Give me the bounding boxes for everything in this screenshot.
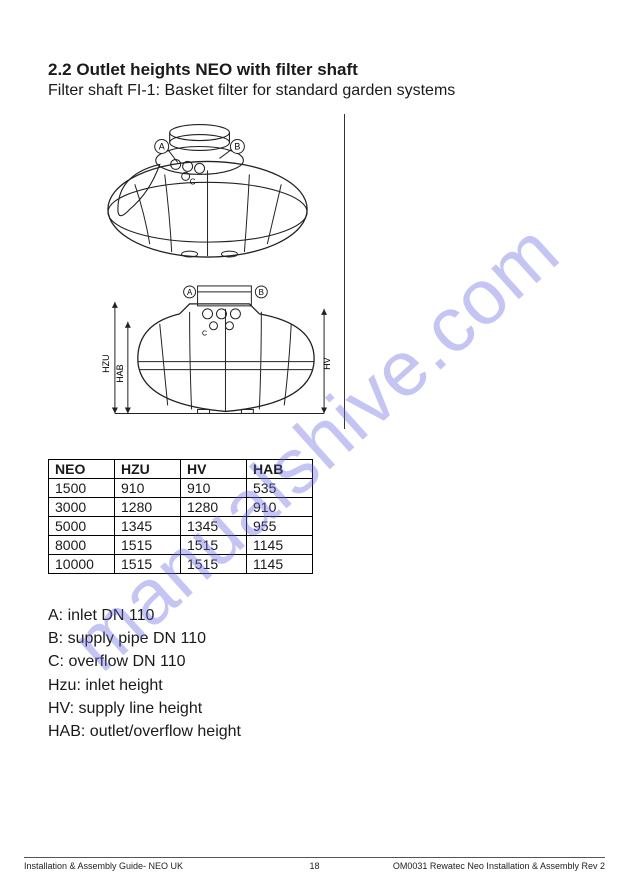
table-cell: 1515 — [181, 555, 247, 574]
table-cell: 955 — [247, 517, 313, 536]
callout-a-side: A — [187, 288, 193, 297]
table-row: 300012801280910 — [49, 498, 313, 517]
callout-b-top: B — [234, 141, 240, 151]
table-header: HV — [181, 460, 247, 479]
section-heading: 2.2 Outlet heights NEO with filter shaft — [48, 60, 581, 80]
legend-list: A: inlet DN 110B: supply pipe DN 110C: o… — [48, 604, 581, 743]
table-cell: 10000 — [49, 555, 115, 574]
table-cell: 910 — [181, 479, 247, 498]
footer-right: OM0031 Rewatec Neo Installation & Assemb… — [393, 861, 605, 871]
callout-c-top: C — [190, 177, 196, 186]
legend-line: B: supply pipe DN 110 — [48, 627, 581, 650]
table-cell: 1515 — [115, 555, 181, 574]
legend-line: Hzu: inlet height — [48, 674, 581, 697]
dim-hv: HV — [322, 357, 332, 369]
callout-a-top: A — [159, 141, 165, 151]
table-row: 500013451345955 — [49, 517, 313, 536]
table-cell: 3000 — [49, 498, 115, 517]
table-cell: 1345 — [181, 517, 247, 536]
table-cell: 535 — [247, 479, 313, 498]
table-cell: 1345 — [115, 517, 181, 536]
table-cell: 1145 — [247, 536, 313, 555]
table-cell: 1145 — [247, 555, 313, 574]
dim-hzu: HZU — [101, 354, 111, 372]
table-header: NEO — [49, 460, 115, 479]
page-footer: Installation & Assembly Guide- NEO UK 18… — [24, 857, 605, 871]
table-header: HAB — [247, 460, 313, 479]
footer-page-number: 18 — [309, 861, 319, 871]
table-cell: 1280 — [115, 498, 181, 517]
table-row: 10000151515151145 — [49, 555, 313, 574]
dim-hab: HAB — [115, 364, 125, 382]
table-row: 8000151515151145 — [49, 536, 313, 555]
legend-line: HV: supply line height — [48, 697, 581, 720]
table-cell: 5000 — [49, 517, 115, 536]
table-row: 1500910910535 — [49, 479, 313, 498]
table-cell: 8000 — [49, 536, 115, 555]
legend-line: HAB: outlet/overflow height — [48, 720, 581, 743]
table-cell: 1500 — [49, 479, 115, 498]
table-cell: 1515 — [115, 536, 181, 555]
table-cell: 1280 — [181, 498, 247, 517]
section-subheading: Filter shaft FI-1: Basket filter for sta… — [48, 82, 581, 100]
callout-b-side: B — [259, 288, 264, 297]
table-cell: 910 — [247, 498, 313, 517]
legend-line: A: inlet DN 110 — [48, 604, 581, 627]
legend-line: C: overflow DN 110 — [48, 650, 581, 673]
callout-c-side: C — [202, 331, 207, 338]
dimensions-table: NEOHZUHVHAB15009109105353000128012809105… — [48, 459, 581, 574]
tank-diagram: A B C HZU — [90, 114, 345, 429]
footer-left: Installation & Assembly Guide- NEO UK — [24, 861, 183, 871]
table-cell: 1515 — [181, 536, 247, 555]
table-header: HZU — [115, 460, 181, 479]
tank-svg: A B C HZU — [90, 114, 344, 429]
table-cell: 910 — [115, 479, 181, 498]
